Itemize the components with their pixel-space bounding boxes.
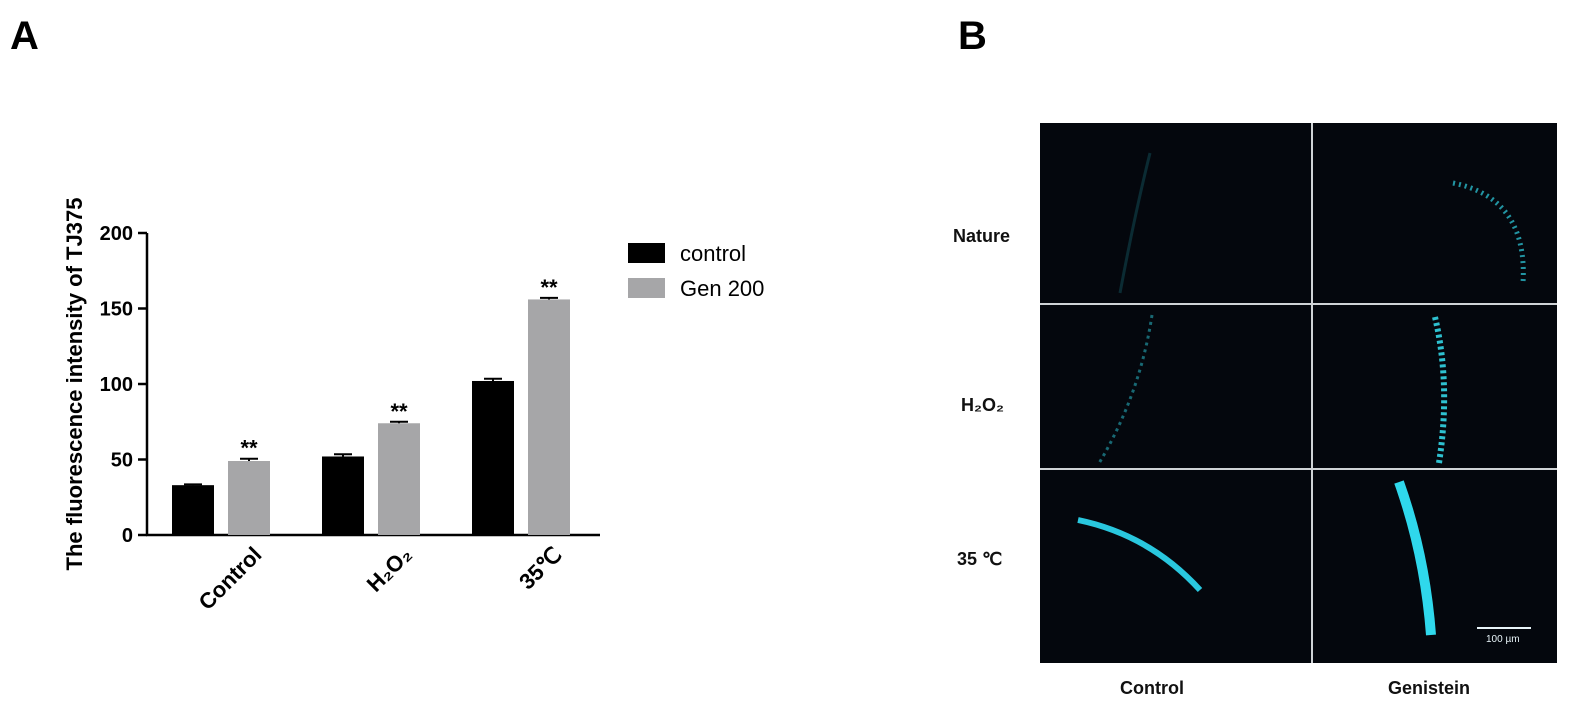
bar-control-2: [472, 380, 514, 535]
bar-control-0: [172, 485, 214, 535]
y-tick-label-0: 0: [122, 525, 133, 547]
micrograph-grid: 100 µm: [1040, 123, 1557, 663]
micrograph-h2o2-control: [1040, 305, 1311, 468]
x-category-label-1: H₂O₂: [362, 542, 417, 597]
chart-bars: [172, 296, 570, 535]
x-category-label-0: Control: [194, 542, 267, 615]
y-axis-label: The fluorescence intensity of TJ375: [62, 198, 87, 571]
y-tick-label-100: 100: [100, 374, 133, 396]
significance-1-2: **: [540, 275, 558, 300]
x-category-label-2: 35℃: [514, 542, 566, 594]
col-label-control: Control: [1120, 678, 1184, 698]
legend-swatch-0: [628, 243, 665, 263]
y-tick-label-150: 150: [100, 299, 133, 321]
grid-vertical-divider: [1311, 123, 1313, 663]
col-label-genistein: Genistein: [1388, 678, 1471, 698]
micrograph-35c-genistein: [1313, 470, 1557, 663]
scale-bar-label: 100 µm: [1486, 634, 1520, 645]
panel-a-letter: A: [10, 14, 39, 58]
legend-label-1: Gen 200: [680, 276, 764, 301]
legend-swatch-1: [628, 278, 665, 298]
y-tick-label-50: 50: [111, 450, 133, 472]
panel-b-letter: B: [958, 14, 987, 58]
y-tick-label-200: 200: [100, 223, 133, 245]
legend-label-0: control: [680, 241, 746, 266]
row-label-nature: Nature: [953, 226, 1011, 246]
scale-bar: [1477, 627, 1531, 629]
bar-control-1: [322, 456, 364, 535]
significance-1-0: **: [240, 436, 258, 461]
row-label-h2o2: H₂O₂: [961, 395, 1004, 415]
micrograph-nature-genistein: [1313, 123, 1557, 303]
chart-axes: [138, 231, 600, 537]
chart-legend: control Gen 200: [628, 241, 764, 301]
bar-gen200-1: [378, 423, 420, 535]
row-label-35c: 35 ℃: [957, 549, 1003, 569]
bar-gen200-0: [228, 461, 270, 535]
grid-horizontal-divider-1: [1040, 303, 1557, 305]
grid-horizontal-divider-2: [1040, 468, 1557, 470]
bar-chart: 0 50 100 150 200 The fluorescence intensity o…: [62, 198, 764, 615]
significance-1-1: **: [390, 399, 408, 424]
micrograph-35c-control: [1040, 470, 1311, 663]
micrograph-h2o2-genistein: [1313, 305, 1557, 468]
micrograph-nature-control: [1040, 123, 1311, 303]
bar-gen200-2: [528, 299, 570, 535]
